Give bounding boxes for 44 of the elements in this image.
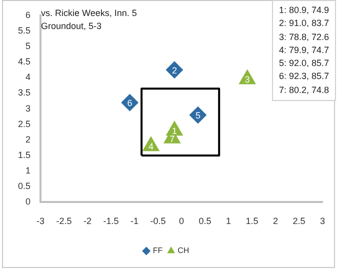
y-tick-label: 2: [25, 134, 31, 144]
legend-label: FF: [152, 246, 163, 256]
x-tick-label: -2.5: [56, 216, 72, 226]
y-tick-label: 3: [25, 103, 31, 114]
annotation: 3: 78.8, 72.6: [278, 30, 329, 44]
annotation: 5: 92.0, 85.7: [278, 57, 329, 70]
y-tick-label: 1.5: [18, 150, 31, 160]
annotation: Groundout, 5-3: [41, 20, 103, 33]
y-tick-label: 6: [25, 10, 31, 20]
annotation: 4: [148, 142, 154, 152]
y-tick-label: 1: [25, 166, 31, 176]
y-tick-label: 4: [25, 72, 31, 82]
y-tick-label: 5: [25, 41, 31, 52]
y-tick-label: 0.5: [18, 181, 31, 192]
annotation: 2: 91.0, 83.7: [278, 17, 329, 30]
annotation: 5: [195, 110, 200, 121]
annotation: vs. Rickie Weeks, Inn. 5: [41, 7, 137, 20]
x-tick-label: 1: [226, 216, 232, 226]
legend-label: CH: [178, 246, 190, 256]
annotation: 7: 80.2, 74.8: [278, 84, 329, 97]
x-tick-label: -1.5: [103, 216, 119, 226]
y-tick-label: 4.5: [18, 56, 31, 67]
annotation: 4: 79.9, 74.7: [278, 44, 329, 57]
x-tick-label: -0.5: [150, 216, 166, 226]
annotation: 7: [170, 134, 175, 144]
x-tick-label: 2.5: [292, 216, 306, 226]
x-tick-label: -2: [84, 216, 92, 226]
x-tick-label: 1.5: [246, 216, 258, 226]
annotation: 2: [172, 65, 177, 76]
annotation: 6: [127, 98, 132, 108]
y-tick-label: 0: [25, 196, 31, 207]
annotation: 3: [244, 74, 250, 85]
x-tick-label: 0.5: [198, 216, 212, 226]
x-tick-label: -3: [36, 216, 45, 226]
x-tick-label: 2: [272, 216, 278, 226]
annotation: 6: 92.3, 85.7: [278, 70, 329, 84]
y-tick-label: 5.5: [18, 25, 31, 36]
annotation: 1: 80.9, 74.9: [278, 4, 329, 17]
x-tick-label: -1: [130, 216, 139, 226]
x-tick-label: 3: [320, 216, 326, 226]
x-tick-label: 0: [178, 216, 184, 226]
y-tick-label: 2.5: [18, 118, 31, 129]
annotation: 1: [172, 126, 177, 136]
y-tick-label: 3.5: [18, 88, 31, 98]
